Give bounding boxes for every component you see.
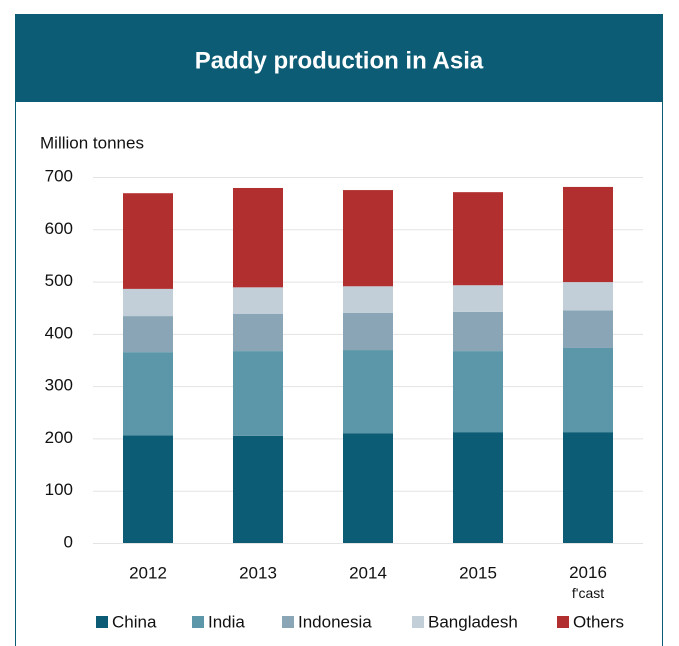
bar-segment <box>563 186 613 283</box>
legend-swatch <box>282 616 294 628</box>
bar-segment <box>563 282 613 311</box>
bar-segment <box>343 312 393 351</box>
bar-segment <box>123 288 173 317</box>
bar-segment <box>563 347 613 433</box>
legend-label: Bangladesh <box>428 612 518 631</box>
bar-segment <box>123 352 173 436</box>
legend-label: China <box>112 612 157 631</box>
bar-segment <box>563 432 613 543</box>
bar-segment <box>343 433 393 543</box>
y-tick-label: 400 <box>45 323 73 342</box>
bar-segment <box>233 313 283 352</box>
bar-segment <box>453 311 503 352</box>
y-tick-label: 100 <box>45 480 73 499</box>
bar-segment <box>343 190 393 287</box>
y-tick-label: 0 <box>64 532 73 551</box>
bar-segment <box>453 432 503 543</box>
bar-segment <box>453 285 503 312</box>
bar-segment <box>453 351 503 433</box>
bar-segment <box>233 435 283 543</box>
x-tick-label: 2014 <box>349 563 387 582</box>
bar-segment <box>123 435 173 543</box>
y-tick-label: 600 <box>45 219 73 238</box>
bar-segment <box>233 287 283 314</box>
legend-swatch <box>96 616 108 628</box>
x-tick-label: 2012 <box>129 563 167 582</box>
legend-swatch <box>412 616 424 628</box>
bar-segment <box>123 193 173 289</box>
bar-segment <box>233 187 283 288</box>
bar-segment <box>233 351 283 436</box>
bar-segment <box>343 286 393 313</box>
header-band <box>15 14 663 102</box>
y-tick-label: 500 <box>45 271 73 290</box>
y-tick-label: 300 <box>45 376 73 395</box>
legend-swatch <box>192 616 204 628</box>
x-tick-label: 2015 <box>459 563 497 582</box>
legend-swatch <box>557 616 569 628</box>
legend-label: India <box>208 612 245 631</box>
x-tick-label: 2013 <box>239 563 277 582</box>
x-tick-label: 2016 f'cast <box>569 563 607 600</box>
bar-segment <box>123 316 173 353</box>
bar-segment <box>343 350 393 434</box>
bar-segment <box>453 192 503 286</box>
y-axis-label: Million tonnes <box>40 133 144 152</box>
bar-segment <box>563 310 613 348</box>
y-tick-label: 200 <box>45 428 73 447</box>
legend-label: Others <box>573 612 624 631</box>
y-tick-label: 700 <box>45 166 73 185</box>
chart-title: Paddy production in Asia <box>195 47 484 74</box>
legend-label: Indonesia <box>298 612 372 631</box>
